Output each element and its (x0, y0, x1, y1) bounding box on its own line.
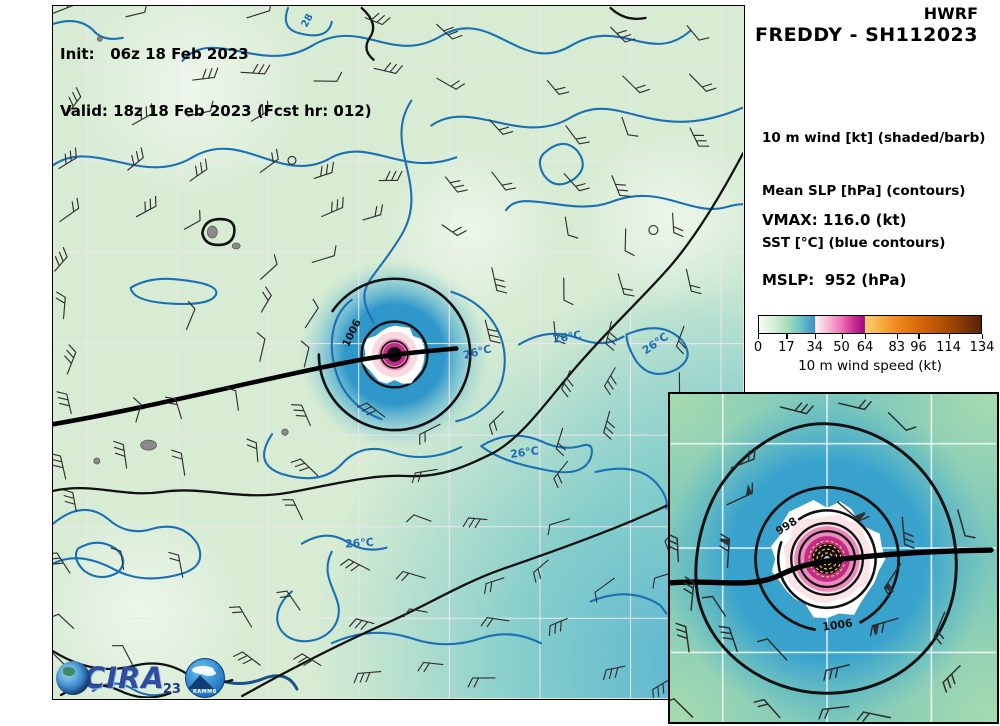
colorbar-ticks: 0 17 34 50 64 83 96 114 134 (754, 334, 994, 356)
globe-icon (56, 661, 90, 695)
inset-ring-998 (776, 509, 877, 610)
storm-zoom-inset: 998 1006 (521, 244, 1000, 726)
storm-name: FREDDY - SH112023 (754, 24, 978, 46)
forecast-track (53, 346, 459, 427)
inset-ring-1006 (754, 486, 901, 631)
colorbar-tick (814, 334, 817, 339)
inset-wind-barbs (663, 399, 976, 722)
inset-forecast-track (668, 547, 994, 586)
slp-ring-1006 (317, 277, 472, 432)
cloud-icon (201, 670, 216, 676)
rammb-badge-icon: RAMMB (184, 658, 225, 698)
calm-wind-markers (287, 155, 659, 236)
colorbar-tick (786, 334, 788, 339)
model-header: HWRF FREDDY - SH112023 (755, 4, 978, 46)
cira-year: 23 (162, 682, 181, 697)
mountain-icon (187, 675, 214, 689)
slp-contours (53, 6, 743, 698)
colorbar-tick-label: 17 (778, 340, 795, 355)
wind-colorbar: 0 17 34 50 64 83 96 114 134 10 m wind speed (kt) (754, 315, 994, 374)
init-time: Init: 06z 18 Feb 2023 (60, 45, 249, 63)
field-legend: 10 m wind [kt] (shaded/barb) Mean SLP [h… (762, 95, 985, 270)
rammb-label: RAMMB (192, 689, 217, 695)
sst-contours (53, 6, 743, 697)
colorbar-tick-label: 34 (806, 340, 824, 355)
cira-wordmark: CIRA (84, 661, 165, 695)
colorbar-tick-label: 64 (856, 340, 874, 355)
colorbar-tick (864, 334, 867, 339)
legend-slp: Mean SLP [hPa] (contours) (762, 182, 966, 199)
vmax-value: VMAX: 116.0 (kt) (762, 211, 907, 229)
storm-vitals: VMAX: 116.0 (kt) MSLP: 952 (hPa) (762, 170, 906, 310)
contour-label: 26°C (345, 536, 375, 551)
colorbar-tick-label: 96 (910, 340, 927, 355)
colorbar-tick (758, 334, 760, 339)
run-info: Init: 06z 18 Feb 2023 Valid: 18z 18 Feb … (60, 7, 372, 140)
colorbar-tick-label: 134 (969, 340, 995, 355)
legend-sst: SST [°C] (blue contours) (762, 235, 946, 251)
colorbar-tick (982, 334, 984, 339)
colorbar-tick-label: 50 (833, 340, 850, 355)
model-name: HWRF (923, 4, 978, 23)
inset-grid (670, 394, 997, 722)
legend-wind: 10 m wind [kt] (shaded/barb) (762, 130, 986, 146)
colorbar-tick-label: 114 (936, 340, 961, 355)
cira-logo: CIRA 23 RAMMB (56, 655, 225, 701)
colorbar-tick (918, 334, 920, 339)
colorbar-tick-label: 0 (753, 340, 763, 355)
colorbar-label: 10 m wind speed (kt) (798, 358, 942, 374)
island-shapes (93, 35, 289, 465)
contour-label: 26°C (552, 328, 583, 346)
colorbar-tick (948, 334, 950, 339)
contour-label: 26°C (509, 444, 539, 461)
valid-time: Valid: 18z 18 Feb 2023 (Fcst hr: 012) (60, 102, 372, 120)
mslp-value: MSLP: 952 (hPa) (762, 271, 907, 289)
contour-label: 1006 (822, 616, 854, 633)
slp-ring-inner (360, 320, 429, 389)
colorbar-gradient (758, 315, 982, 334)
colorbar-tick (841, 334, 843, 339)
colorbar-tick (896, 334, 899, 339)
colorbar-tick-label: 83 (888, 340, 906, 355)
